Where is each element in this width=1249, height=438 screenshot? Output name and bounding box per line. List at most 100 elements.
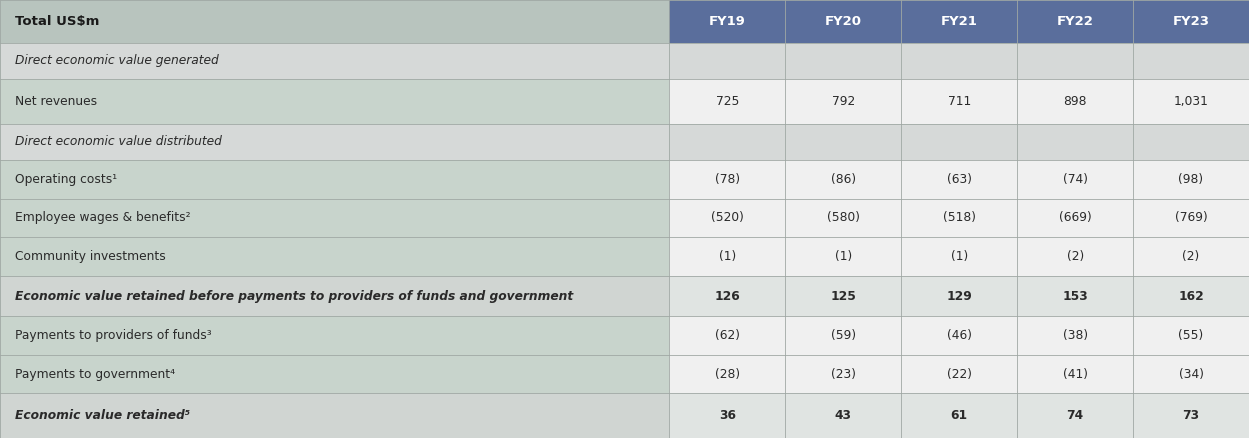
Bar — [1133, 42, 1249, 79]
Text: 126: 126 — [714, 290, 741, 303]
Text: (34): (34) — [1179, 367, 1204, 381]
Bar — [1017, 79, 1133, 124]
Text: (520): (520) — [711, 212, 744, 225]
Bar — [669, 160, 786, 199]
Text: (518): (518) — [943, 212, 975, 225]
Text: FY19: FY19 — [709, 15, 746, 28]
Text: Total US$m: Total US$m — [15, 15, 100, 28]
Bar — [786, 237, 902, 276]
Text: FY23: FY23 — [1173, 15, 1209, 28]
Bar — [0, 160, 669, 199]
Bar — [669, 355, 786, 393]
Text: FY20: FY20 — [824, 15, 862, 28]
Bar — [786, 160, 902, 199]
Bar — [669, 199, 786, 237]
Bar — [0, 79, 669, 124]
Bar — [786, 199, 902, 237]
Bar — [902, 0, 1017, 42]
Bar — [0, 124, 669, 160]
Bar — [786, 0, 902, 42]
Text: 792: 792 — [832, 95, 856, 108]
Bar — [1017, 124, 1133, 160]
Text: (22): (22) — [947, 367, 972, 381]
Bar — [902, 79, 1017, 124]
Text: (74): (74) — [1063, 173, 1088, 186]
Bar — [1017, 355, 1133, 393]
Bar — [1133, 237, 1249, 276]
Text: 61: 61 — [950, 409, 968, 422]
Text: 725: 725 — [716, 95, 739, 108]
Bar — [0, 199, 669, 237]
Bar — [1017, 237, 1133, 276]
Text: FY21: FY21 — [940, 15, 978, 28]
Text: 153: 153 — [1062, 290, 1088, 303]
Bar — [1133, 199, 1249, 237]
Bar — [0, 316, 669, 355]
Text: Operating costs¹: Operating costs¹ — [15, 173, 117, 186]
Bar — [669, 0, 786, 42]
Bar — [902, 276, 1017, 316]
Bar — [0, 237, 669, 276]
Text: (41): (41) — [1063, 367, 1088, 381]
Bar — [1017, 393, 1133, 438]
Text: 74: 74 — [1067, 409, 1084, 422]
Text: (78): (78) — [714, 173, 739, 186]
Bar — [0, 355, 669, 393]
Bar — [669, 237, 786, 276]
Text: Community investments: Community investments — [15, 250, 166, 263]
Bar — [786, 316, 902, 355]
Text: (23): (23) — [831, 367, 856, 381]
Bar — [902, 393, 1017, 438]
Text: (1): (1) — [718, 250, 736, 263]
Text: (2): (2) — [1183, 250, 1200, 263]
Bar — [1017, 42, 1133, 79]
Bar — [669, 393, 786, 438]
Text: 162: 162 — [1178, 290, 1204, 303]
Text: (59): (59) — [831, 329, 856, 342]
Text: Direct economic value generated: Direct economic value generated — [15, 54, 219, 67]
Bar — [1017, 316, 1133, 355]
Text: (2): (2) — [1067, 250, 1084, 263]
Bar — [902, 160, 1017, 199]
Text: (38): (38) — [1063, 329, 1088, 342]
Bar — [0, 42, 669, 79]
Bar — [669, 79, 786, 124]
Bar — [902, 355, 1017, 393]
Text: 711: 711 — [948, 95, 970, 108]
Bar — [786, 276, 902, 316]
Text: 36: 36 — [719, 409, 736, 422]
Bar — [1133, 276, 1249, 316]
Bar — [786, 355, 902, 393]
Bar — [1017, 0, 1133, 42]
Text: 129: 129 — [947, 290, 972, 303]
Text: Net revenues: Net revenues — [15, 95, 97, 108]
Bar — [0, 0, 669, 42]
Text: 125: 125 — [831, 290, 857, 303]
Text: Employee wages & benefits²: Employee wages & benefits² — [15, 212, 191, 225]
Bar — [0, 393, 669, 438]
Text: (46): (46) — [947, 329, 972, 342]
Bar — [1133, 393, 1249, 438]
Text: Direct economic value distributed: Direct economic value distributed — [15, 135, 222, 148]
Bar — [1133, 79, 1249, 124]
Text: (55): (55) — [1178, 329, 1204, 342]
Text: 43: 43 — [834, 409, 852, 422]
Bar — [1133, 160, 1249, 199]
Bar — [669, 276, 786, 316]
Bar — [1133, 316, 1249, 355]
Bar — [786, 124, 902, 160]
Bar — [902, 199, 1017, 237]
Bar — [669, 316, 786, 355]
Bar — [669, 42, 786, 79]
Bar — [786, 393, 902, 438]
Text: Economic value retained⁵: Economic value retained⁵ — [15, 409, 190, 422]
Text: Payments to providers of funds³: Payments to providers of funds³ — [15, 329, 211, 342]
Text: (1): (1) — [834, 250, 852, 263]
Text: (63): (63) — [947, 173, 972, 186]
Bar — [902, 124, 1017, 160]
Text: (28): (28) — [714, 367, 739, 381]
Text: (1): (1) — [950, 250, 968, 263]
Text: (86): (86) — [831, 173, 856, 186]
Text: Payments to government⁴: Payments to government⁴ — [15, 367, 175, 381]
Bar — [902, 237, 1017, 276]
